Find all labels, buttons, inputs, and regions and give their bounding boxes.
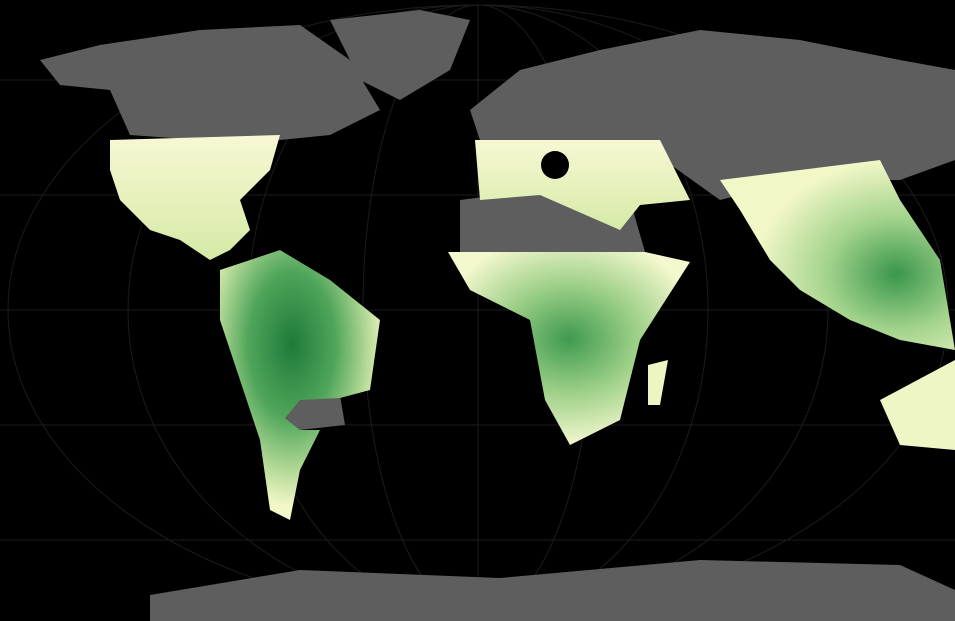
vegetation [110,135,955,520]
inland-sea [541,151,569,179]
land-no-data [40,10,955,621]
